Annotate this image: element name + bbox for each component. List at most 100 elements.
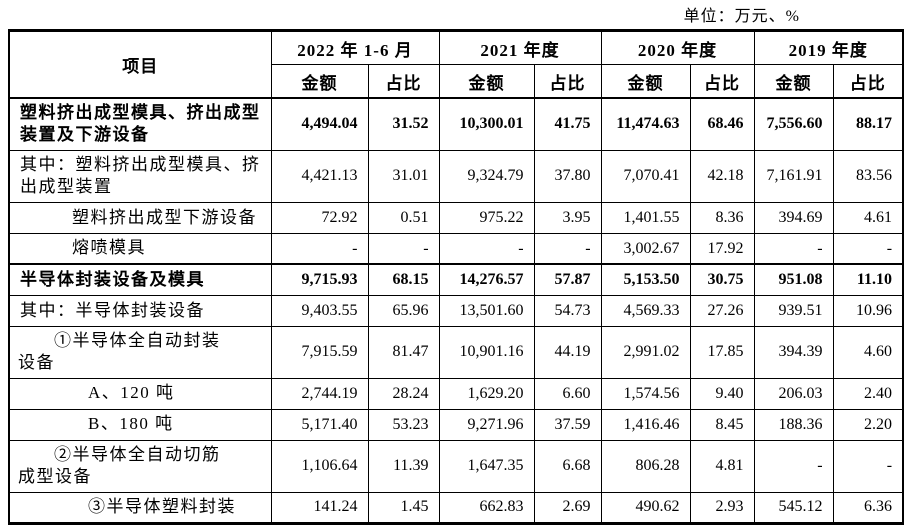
value-cell: 83.56 [832,149,904,203]
value-cell: 30.75 [689,263,755,296]
value-cell: 57.87 [533,263,602,296]
column-header-item: 项目 [8,30,272,99]
value-cell: 2.69 [533,491,602,524]
value-cell: 4,421.13 [270,149,369,203]
subheader-ratio: 占比 [533,64,602,99]
value-cell: 72.92 [270,201,369,234]
value-cell: 8.36 [689,201,755,234]
value-cell: 141.24 [270,491,369,524]
value-cell: 88.17 [832,96,904,151]
value-cell: 9,324.79 [438,149,535,203]
table-row: B、180 吨 5,171.40 53.23 9,271.96 37.59 1,416.4… [8,408,904,441]
value-cell: - [533,232,602,265]
value-cell: 9.40 [689,377,755,410]
subheader-ratio: 占比 [689,64,755,99]
row-label: 熔喷模具 [8,232,272,265]
period-header-2019: 2019 年度 [753,30,904,65]
value-cell: 188.36 [753,408,834,441]
row-label: B、180 吨 [8,408,272,441]
value-cell: 2,744.19 [270,377,369,410]
table-row: ③半导体塑料封装 141.24 1.45 662.83 2.69 490.62 2.93 54… [8,491,904,524]
value-cell: 206.03 [753,377,834,410]
unit-label: 单位：万元、% [683,8,800,25]
value-cell: 545.12 [753,491,834,524]
value-cell: 14,276.57 [438,263,535,296]
value-cell: 10,901.16 [438,325,535,379]
period-header-row: 项目 2022 年 1-6 月 2021 年度 2020 年度 2019 年度 [8,30,904,99]
subheader-row: 金额 占比 金额 占比 金额 占比 金额 占比 [9,64,904,99]
value-cell: 7,915.59 [270,325,369,379]
value-cell: 1.45 [367,491,440,524]
period-header-2021: 2021 年度 [438,30,602,65]
value-cell: 6.68 [533,439,602,493]
row-label: 其中：半导体封装设备 [8,294,272,327]
value-cell: 8.45 [689,408,755,441]
value-cell: 44.19 [533,325,602,379]
value-cell: 7,161.91 [753,149,834,203]
value-cell: 4,569.33 [600,294,691,327]
period-header-2020: 2020 年度 [600,30,755,65]
value-cell: 41.75 [533,96,602,151]
row-label: 半导体封装设备及模具 [8,263,272,296]
value-cell: 2.40 [832,377,904,410]
value-cell: 10,300.01 [438,96,535,151]
table-body: 塑料挤出成型模具、挤出成型 装置及下游设备 4,494.04 31.52 10,300… [8,96,904,524]
value-cell: 27.26 [689,294,755,327]
value-cell: 2.93 [689,491,755,524]
value-cell: 37.59 [533,408,602,441]
row-label: A、120 吨 [8,377,272,410]
table-row: 塑料挤出成型下游设备 72.92 0.51 975.22 3.95 1,401.55 8.3… [8,201,904,234]
value-cell: 11,474.63 [600,96,691,151]
table-row: 熔喷模具 - - - -3,002.67 17.92- - [8,232,904,265]
value-cell: 951.08 [753,263,834,296]
value-cell: 975.22 [438,201,535,234]
row-label: 塑料挤出成型下游设备 [8,201,272,234]
value-cell: 7,070.41 [600,149,691,203]
value-cell: 939.51 [753,294,834,327]
value-cell: 3.95 [533,201,602,234]
table-row: A、120 吨 2,744.19 28.24 1,629.20 6.60 1,574.56… [8,377,904,410]
value-cell: - [367,232,440,265]
value-cell: 662.83 [438,491,535,524]
value-cell: 1,401.55 [600,201,691,234]
row-label: 塑料挤出成型模具、挤出成型 装置及下游设备 [8,96,272,151]
value-cell: 806.28 [600,439,691,493]
value-cell: 17.92 [689,232,755,265]
value-cell: 6.36 [832,491,904,524]
value-cell: - [832,232,904,265]
value-cell: 10.96 [832,294,904,327]
value-cell: 17.85 [689,325,755,379]
value-cell: 1,416.46 [600,408,691,441]
value-cell: 9,271.96 [438,408,535,441]
subheader-amount: 金额 [600,64,691,99]
value-cell: 4,494.04 [270,96,369,151]
value-cell: 2,991.02 [600,325,691,379]
table-row: 塑料挤出成型模具、挤出成型 装置及下游设备 4,494.04 31.52 10,300… [8,96,904,151]
period-header-2022: 2022 年 1-6 月 [270,30,440,65]
value-cell: - [270,232,369,265]
value-cell: 0.51 [367,201,440,234]
value-cell: 42.18 [689,149,755,203]
subheader-ratio: 占比 [832,64,904,99]
value-cell: - [753,232,834,265]
value-cell: - [832,439,904,493]
value-cell: 68.15 [367,263,440,296]
value-cell: 1,106.64 [270,439,369,493]
value-cell: 31.52 [367,96,440,151]
value-cell: 9,715.93 [270,263,369,296]
value-cell: 31.01 [367,149,440,203]
subheader-ratio: 占比 [367,64,440,99]
value-cell: 7,556.60 [753,96,834,151]
value-cell: 394.69 [753,201,834,234]
subheader-amount: 金额 [438,64,535,99]
value-cell: 68.46 [689,96,755,151]
row-label: ①半导体全自动封装 设备 [8,325,272,379]
subheader-amount: 金额 [753,64,834,99]
value-cell: 490.62 [600,491,691,524]
value-cell: 53.23 [367,408,440,441]
value-cell: - [438,232,535,265]
table-row: ①半导体全自动封装 设备 7,915.59 81.47 10,901.16 44.19 2… [8,325,904,379]
financial-table: 项目 2022 年 1-6 月 2021 年度 2020 年度 2019 年度 … [8,29,905,525]
value-cell: 37.80 [533,149,602,203]
table-row: 半导体封装设备及模具 9,715.93 68.15 14,276.57 57.87 5,1… [8,263,904,296]
